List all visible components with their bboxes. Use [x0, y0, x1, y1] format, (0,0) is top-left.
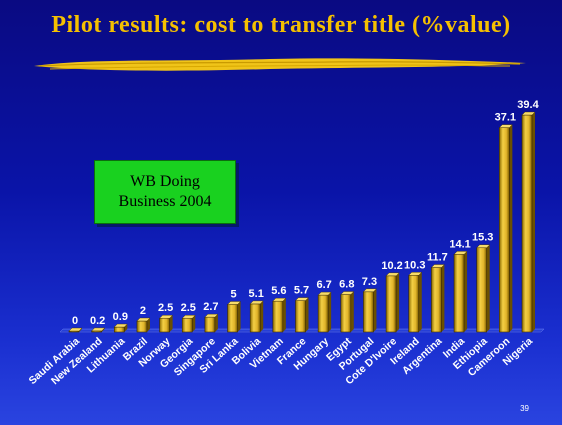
slide-title: Pilot results: cost to transfer title (%…	[51, 12, 511, 38]
value-label: 6.7	[317, 279, 332, 291]
value-label: 10.2	[381, 260, 402, 272]
value-label: 10.3	[404, 259, 425, 271]
bar-ethiopia	[476, 244, 491, 333]
value-label: 39.4	[517, 99, 539, 111]
value-label: 15.3	[472, 232, 493, 244]
bar-saudi-arabia	[68, 327, 83, 333]
callout-line-1: WB Doing	[130, 173, 200, 190]
value-label: 5.6	[271, 285, 286, 297]
bar-norway	[159, 315, 174, 333]
bar-india	[453, 251, 468, 333]
value-label: 14.1	[449, 238, 470, 250]
value-label: 7.3	[362, 276, 377, 288]
bar-lithuania	[113, 323, 128, 333]
bar-cameroon	[498, 124, 513, 333]
doing-business-callout: WB Doing Business 2004	[94, 160, 236, 224]
bar-sri-lanka	[227, 301, 242, 333]
callout-line-2: Business 2004	[118, 193, 212, 210]
bar-cote-d-ivoire	[385, 272, 400, 333]
bar-egypt	[340, 291, 355, 333]
highlighter-underline	[34, 58, 526, 71]
bar-portugal	[362, 288, 377, 333]
bar-france	[295, 297, 309, 333]
value-label: 0	[72, 315, 78, 327]
bar-bolivia	[249, 300, 264, 333]
value-label: 2	[140, 305, 146, 317]
value-label: 11.7	[427, 252, 448, 264]
bar-nigeria	[521, 111, 536, 333]
value-label: 37.1	[495, 112, 516, 124]
bar-argentina	[430, 264, 445, 333]
bar-ireland	[408, 272, 423, 333]
value-label: 0.2	[90, 315, 105, 327]
value-label: 2.5	[158, 302, 173, 314]
bar-new-zealand	[91, 327, 106, 333]
value-label: 5.7	[294, 285, 309, 297]
bar-vietnam	[272, 297, 287, 333]
value-label: 6.8	[339, 279, 354, 291]
value-label: 5.1	[249, 288, 264, 300]
bar-singapore	[204, 313, 219, 333]
value-label: 5	[230, 288, 236, 300]
value-label: 0.9	[113, 311, 128, 323]
bar-georgia	[181, 315, 196, 333]
bar-brazil	[136, 317, 151, 333]
page-number: 39	[520, 404, 529, 413]
bar-hungary	[317, 291, 332, 333]
value-label: 2.5	[181, 302, 196, 314]
value-label: 2.7	[203, 301, 218, 313]
